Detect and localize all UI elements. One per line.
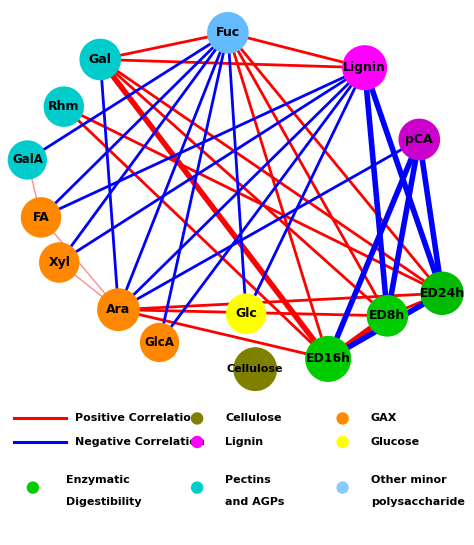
- Point: [339, 483, 346, 492]
- Point: [361, 63, 368, 72]
- Text: GalA: GalA: [12, 154, 43, 166]
- Point: [193, 414, 201, 423]
- Text: ED8h: ED8h: [369, 310, 406, 322]
- Text: Glucose: Glucose: [371, 437, 420, 447]
- Text: Other minor: Other minor: [371, 475, 447, 485]
- Text: Negative Correlation: Negative Correlation: [75, 437, 205, 447]
- Point: [193, 438, 201, 446]
- Point: [156, 338, 164, 347]
- Text: GAX: GAX: [371, 414, 397, 423]
- Text: Ara: Ara: [106, 303, 131, 316]
- Point: [416, 135, 423, 144]
- Point: [251, 365, 259, 373]
- Point: [24, 156, 31, 165]
- Text: and AGPs: and AGPs: [225, 498, 285, 507]
- Text: ED16h: ED16h: [306, 353, 351, 365]
- Point: [29, 483, 36, 492]
- Point: [438, 289, 446, 298]
- Text: Cellulose: Cellulose: [225, 414, 282, 423]
- Text: Digestibility: Digestibility: [66, 498, 141, 507]
- Point: [339, 438, 346, 446]
- Text: Gal: Gal: [89, 53, 112, 66]
- Point: [224, 28, 232, 37]
- Text: Cellulose: Cellulose: [227, 364, 283, 374]
- Text: Xyl: Xyl: [48, 256, 70, 269]
- Text: FA: FA: [33, 211, 49, 224]
- Text: Positive Correlation: Positive Correlation: [75, 414, 199, 423]
- Point: [242, 310, 250, 318]
- Text: Lignin: Lignin: [343, 61, 386, 74]
- Text: ED24h: ED24h: [419, 287, 465, 300]
- Text: Rhm: Rhm: [48, 100, 80, 113]
- Text: Enzymatic: Enzymatic: [66, 475, 129, 485]
- Point: [115, 305, 122, 314]
- Text: Pectins: Pectins: [225, 475, 271, 485]
- Point: [193, 483, 201, 492]
- Text: Lignin: Lignin: [225, 437, 264, 447]
- Point: [37, 213, 45, 222]
- Text: pCA: pCA: [405, 133, 433, 146]
- Point: [339, 414, 346, 423]
- Point: [97, 55, 104, 64]
- Point: [383, 311, 391, 320]
- Text: Glc: Glc: [235, 307, 257, 320]
- Point: [55, 258, 63, 267]
- Text: polysaccharide: polysaccharide: [371, 498, 465, 507]
- Point: [60, 102, 68, 111]
- Text: GlcA: GlcA: [145, 336, 174, 349]
- Point: [324, 355, 332, 364]
- Text: Fuc: Fuc: [216, 26, 240, 39]
